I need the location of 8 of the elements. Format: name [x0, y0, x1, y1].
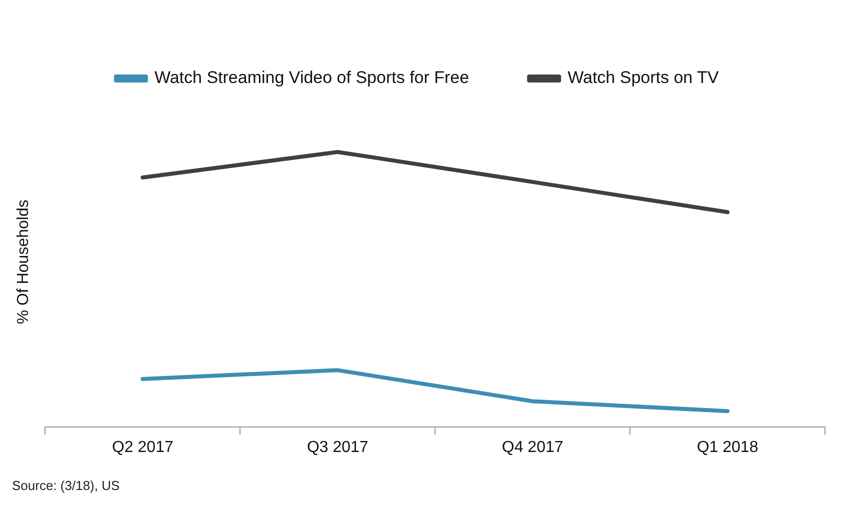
x-tick-label: Q2 2017: [112, 438, 174, 456]
x-tick-label: Q3 2017: [306, 438, 368, 456]
legend-label: Watch Sports on TV: [568, 68, 720, 88]
x-tick-label: Q4 2017: [502, 438, 564, 456]
y-axis-title: % Of Households: [15, 200, 32, 324]
source-note: Source: (3/18), US: [12, 478, 120, 493]
x-tick-label: Q1 2018: [696, 438, 758, 456]
legend-label: Watch Streaming Video of Sports for Free: [154, 68, 470, 88]
